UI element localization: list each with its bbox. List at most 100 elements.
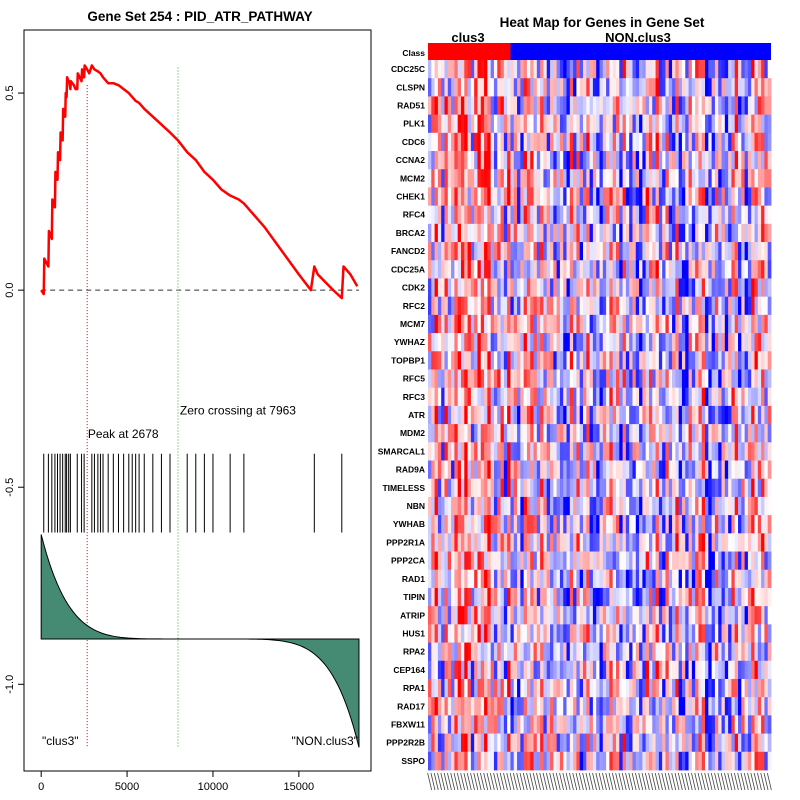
heatmap-cell: [705, 551, 709, 571]
heatmap-cell: [734, 715, 739, 734]
heatmap-cell: [728, 715, 732, 734]
sample-label: [720, 772, 726, 791]
heatmap-cell: [648, 733, 653, 753]
heatmap-cell: [553, 751, 558, 771]
heatmap-cell: [632, 387, 637, 407]
heatmap-cell: [681, 751, 686, 771]
heatmap-cell: [559, 624, 564, 643]
heatmap-cell: [592, 424, 597, 443]
heatmap-cell: [523, 260, 528, 279]
heatmap-cell: [738, 460, 742, 480]
heatmap-cell: [563, 351, 567, 370]
heatmap-cell: [615, 733, 620, 753]
heatmap-cell: [490, 715, 495, 734]
heatmap-cell: [639, 515, 643, 534]
heatmap-cell: [731, 169, 736, 188]
heatmap-cell: [718, 424, 722, 443]
heatmap-cell: [526, 642, 531, 662]
heatmap-cell: [741, 187, 746, 207]
heatmap-cell: [451, 96, 455, 116]
heatmap-cell: [655, 387, 660, 407]
heatmap-cell: [625, 405, 630, 425]
heatmap-cell: [678, 187, 683, 207]
heatmap-cell: [678, 624, 683, 643]
heatmap-cell: [678, 333, 683, 352]
heatmap-cell: [718, 78, 722, 97]
heatmap-cell: [675, 369, 680, 389]
heatmap-cell: [447, 151, 452, 170]
heatmap-cell: [642, 496, 647, 516]
heatmap-cell: [632, 442, 637, 461]
heatmap-cell: [583, 515, 587, 534]
heatmap-cell: [681, 242, 686, 261]
heatmap-cell: [655, 642, 660, 662]
heatmap-cell: [675, 314, 680, 334]
heatmap-cell: [470, 442, 475, 461]
heatmap-cell: [434, 751, 439, 771]
heatmap-cell: [625, 296, 630, 316]
heatmap-cell: [685, 260, 689, 279]
heatmap-cell: [553, 405, 558, 425]
heatmap-cell: [520, 78, 525, 97]
heatmap-cell: [648, 242, 653, 261]
heatmap-cell: [639, 223, 643, 243]
heatmap-cell: [767, 460, 772, 480]
heatmap-cell: [477, 733, 482, 753]
heatmap-cell: [747, 751, 752, 771]
heatmap-cell: [487, 60, 492, 79]
heatmap-cell: [705, 60, 709, 79]
heatmap-cell: [484, 751, 488, 771]
heatmap-cell: [718, 660, 722, 680]
heatmap-cell: [741, 606, 746, 625]
heatmap-cell: [550, 278, 554, 298]
heatmap-cell: [441, 551, 445, 571]
heatmap-cell: [751, 387, 755, 407]
heatmap-cell: [434, 405, 439, 425]
heatmap-cell: [619, 60, 623, 79]
heatmap-cell: [655, 678, 660, 698]
heatmap-cell: [668, 169, 673, 188]
heatmap-cell: [477, 114, 482, 134]
heatmap-cell: [734, 78, 739, 97]
heatmap-cell: [583, 114, 587, 134]
heatmap-cell: [540, 424, 544, 443]
heatmap-cell: [691, 151, 696, 170]
heatmap-cell: [718, 387, 722, 407]
heatmap-cell: [553, 169, 558, 188]
heatmap-cell: [490, 587, 495, 607]
heatmap-cell: [444, 205, 449, 225]
heatmap-cell: [672, 569, 676, 589]
heatmap-cell: [573, 405, 577, 425]
heatmap-cell: [464, 678, 468, 698]
heatmap-cell: [454, 260, 459, 279]
heatmap-cell: [553, 333, 558, 352]
heatmap-cell: [579, 205, 584, 225]
heatmap-cell: [493, 751, 498, 771]
heatmap-cell: [431, 424, 435, 443]
heatmap-cell: [566, 187, 571, 207]
heatmap-cell: [645, 496, 650, 516]
heatmap-cell: [543, 442, 548, 461]
heatmap-cell: [451, 369, 455, 389]
heatmap-cell: [484, 333, 488, 352]
heatmap-cell: [583, 296, 587, 316]
heatmap-cell: [602, 496, 607, 516]
heatmap-cell: [490, 515, 495, 534]
heatmap-cell: [662, 151, 666, 170]
heatmap-cell: [731, 278, 736, 298]
heatmap-cell: [635, 223, 640, 243]
heatmap-cell: [718, 569, 722, 589]
heatmap-cell: [629, 151, 633, 170]
heatmap-cell: [470, 296, 475, 316]
heatmap-cell: [460, 187, 465, 207]
heatmap-cell: [672, 515, 676, 534]
heatmap-cell: [573, 296, 577, 316]
heatmap-cell: [530, 551, 534, 571]
heatmap-cell: [662, 606, 666, 625]
heatmap-cell: [744, 460, 749, 480]
heatmap-cell: [550, 715, 554, 734]
heatmap-cell: [484, 369, 488, 389]
heatmap-cell: [431, 223, 435, 243]
heatmap-cell: [543, 387, 548, 407]
heatmap-cell: [612, 642, 617, 662]
